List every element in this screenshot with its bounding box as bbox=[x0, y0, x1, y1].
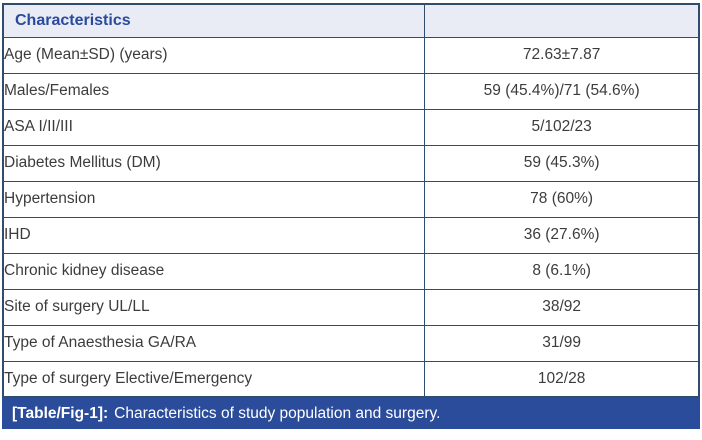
row-value: 59 (45.3%) bbox=[424, 144, 700, 182]
table-row: ASA I/II/III 5/102/23 bbox=[2, 108, 700, 146]
table-row: Hypertension 78 (60%) bbox=[2, 180, 700, 218]
row-value: 59 (45.4%)/71 (54.6%) bbox=[424, 72, 700, 110]
table-row: Type of Anaesthesia GA/RA 31/99 bbox=[2, 324, 700, 362]
column-header-value bbox=[424, 3, 700, 38]
row-value: 78 (60%) bbox=[424, 180, 700, 218]
column-header-characteristics: Characteristics bbox=[2, 3, 426, 38]
caption-tag: [Table/Fig-1]: bbox=[12, 404, 109, 422]
row-label: Chronic kidney disease bbox=[2, 252, 426, 290]
table-body: Age (Mean±SD) (years) 72.63±7.87 Males/Fem… bbox=[2, 36, 700, 398]
table-row: Type of surgery Elective/Emergency 102/28 bbox=[2, 360, 700, 398]
row-label: Type of Anaesthesia GA/RA bbox=[2, 324, 426, 362]
row-label: Males/Females bbox=[2, 72, 426, 110]
row-value: 38/92 bbox=[424, 288, 700, 326]
row-value: 5/102/23 bbox=[424, 108, 700, 146]
table-row: Age (Mean±SD) (years) 72.63±7.87 bbox=[2, 36, 700, 74]
row-value: 31/99 bbox=[424, 324, 700, 362]
row-value: 8 (6.1%) bbox=[424, 252, 700, 290]
table-row: Diabetes Mellitus (DM) 59 (45.3%) bbox=[2, 144, 700, 182]
table-caption: [Table/Fig-1]: Characteristics of study … bbox=[2, 398, 700, 429]
table-row: Males/Females 59 (45.4%)/71 (54.6%) bbox=[2, 72, 700, 110]
row-label: Site of surgery UL/LL bbox=[2, 288, 426, 326]
row-label: Age (Mean±SD) (years) bbox=[2, 36, 426, 74]
table-row: IHD 36 (27.6%) bbox=[2, 216, 700, 254]
row-label: ASA I/II/III bbox=[2, 108, 426, 146]
caption-text: Characteristics of study population and … bbox=[114, 404, 441, 422]
row-value: 72.63±7.87 bbox=[424, 36, 700, 74]
characteristics-table: Characteristics Age (Mean±SD) (years) 72.… bbox=[2, 3, 700, 398]
row-label: Type of surgery Elective/Emergency bbox=[2, 360, 426, 398]
row-value: 102/28 bbox=[424, 360, 700, 398]
row-label: Hypertension bbox=[2, 180, 426, 218]
row-label: Diabetes Mellitus (DM) bbox=[2, 144, 426, 182]
table-header-row: Characteristics bbox=[2, 3, 700, 38]
row-value: 36 (27.6%) bbox=[424, 216, 700, 254]
row-label: IHD bbox=[2, 216, 426, 254]
table-row: Chronic kidney disease 8 (6.1%) bbox=[2, 252, 700, 290]
table-row: Site of surgery UL/LL 38/92 bbox=[2, 288, 700, 326]
